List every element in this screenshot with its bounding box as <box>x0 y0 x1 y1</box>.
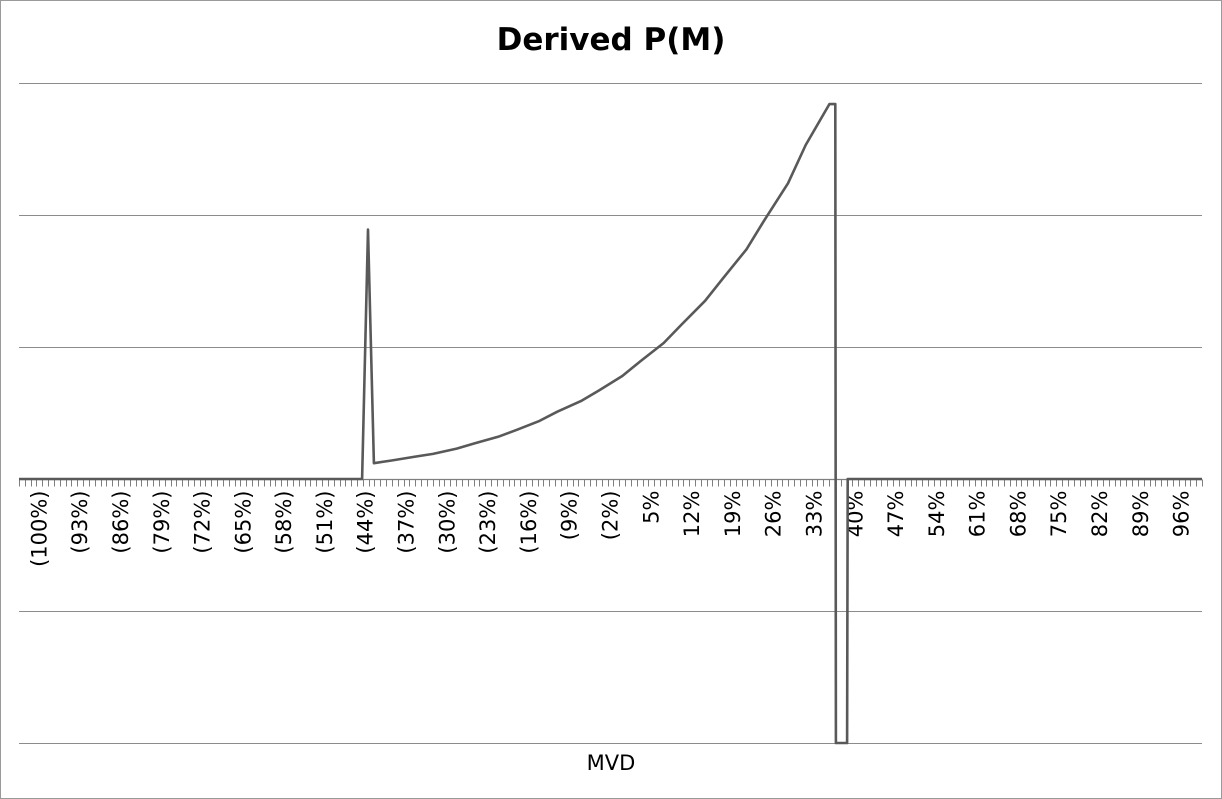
x-tick-label: (30%) <box>435 491 459 554</box>
x-tick-label: (9%) <box>558 491 582 541</box>
x-tick-labels: (100%) (93%) (86%) (79%) (72%) (65%) (58%) (51%… <box>27 491 1193 567</box>
chart-title: Derived P(M) <box>497 22 726 58</box>
x-tick-label: (72%) <box>191 491 215 554</box>
gridlines <box>19 83 1202 744</box>
x-tick-label: (2%) <box>599 491 623 541</box>
x-tick-label: 75% <box>1047 491 1071 538</box>
x-tick-label: (44%) <box>354 491 378 554</box>
x-axis-title: MVD <box>587 751 636 775</box>
x-tick-label: 5% <box>639 491 663 524</box>
x-tick-label: (51%) <box>313 491 337 554</box>
x-tick-label: (100%) <box>27 491 51 567</box>
x-tick-label: (16%) <box>517 491 541 554</box>
series-line <box>19 102 1202 745</box>
x-tick-label: (58%) <box>272 491 296 554</box>
x-tick-label: 82% <box>1088 491 1112 538</box>
x-tick-label: 68% <box>1006 491 1030 538</box>
x-tick-label: 47% <box>884 491 908 538</box>
x-tick-label: (79%) <box>150 491 174 554</box>
x-tick-label: 89% <box>1129 491 1153 538</box>
x-tick-label: (65%) <box>231 491 255 554</box>
x-tick-label: (86%) <box>109 491 133 554</box>
series-layer <box>19 102 1202 745</box>
x-tick-label: (23%) <box>476 491 500 554</box>
x-tick-label: (37%) <box>395 491 419 554</box>
x-tick-label: 26% <box>762 491 786 538</box>
x-axis <box>19 478 1203 487</box>
x-tick-label: 33% <box>802 491 826 538</box>
x-tick-label: 12% <box>680 491 704 538</box>
x-tick-label: 54% <box>925 491 949 538</box>
x-tick-label: (93%) <box>68 491 92 554</box>
x-tick-label: 96% <box>1170 491 1194 538</box>
x-tick-label: 19% <box>721 491 745 538</box>
x-tick-label: 61% <box>966 491 990 538</box>
